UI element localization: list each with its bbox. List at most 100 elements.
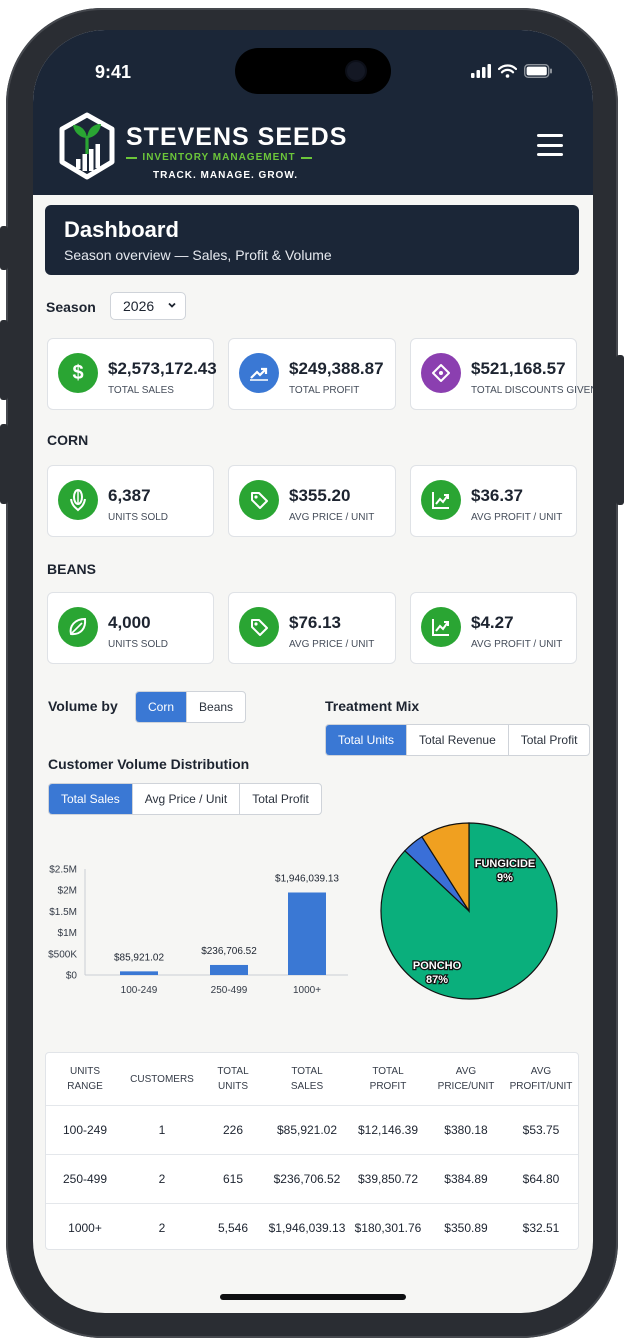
pie-slice-label: PONCHO	[413, 960, 462, 972]
corn-profit-card: $36.37 AVG PROFIT / UNIT	[410, 465, 577, 537]
table-header-cell: TOTAL UNITS	[200, 1064, 266, 1094]
table-cell: $85,921.02	[276, 1122, 338, 1137]
corn-units-caption: UNITS SOLD	[108, 512, 169, 523]
app-header: 9:41 STEVENS SEEDS INVENTORY MANAGEMENT …	[33, 30, 593, 195]
corn-profit-value: $36.37	[471, 486, 523, 505]
header-line: TOTAL	[217, 1066, 249, 1077]
table-cell: $180,301.76	[354, 1220, 422, 1235]
distribution-toggle: Total Sales Avg Price / Unit Total Profi…	[48, 783, 322, 815]
table-cell: $53.75	[522, 1122, 560, 1137]
brand-subtitle-text: INVENTORY MANAGEMENT	[142, 152, 296, 163]
volume-by-beans-button[interactable]: Beans	[199, 700, 234, 714]
corn-icon	[58, 480, 98, 520]
table-cell: $236,706.52	[273, 1171, 341, 1186]
page-subtitle: Season overview — Sales, Profit & Volume	[64, 247, 332, 263]
table-header-cell: CUSTOMERS	[124, 1072, 200, 1087]
hamburger-menu-icon[interactable]	[537, 134, 563, 156]
beans-price-value: $76.13	[289, 613, 341, 632]
header-line: UNITS	[70, 1066, 100, 1077]
volume-down-button	[0, 424, 8, 504]
table-row: 100-249 1 226 $85,921.02 $12,146.39 $380.18 $5…	[46, 1105, 578, 1154]
chevron-down-icon	[168, 302, 176, 308]
y-tick-label: $1M	[58, 928, 77, 939]
y-tick-label: $0	[66, 971, 78, 982]
table-cell: 100-249	[62, 1122, 108, 1137]
table-header-cell: AVG PRICE/UNIT	[428, 1064, 504, 1094]
table-row: 1000+ 2 5,546 $1,946,039.13 $180,301.76 $350.…	[46, 1203, 578, 1252]
header-line: PRICE/UNIT	[437, 1081, 495, 1092]
table-cell: 1	[158, 1122, 166, 1137]
header-line: UNITS	[218, 1081, 248, 1092]
seedling-logo-icon	[59, 112, 115, 180]
bar[interactable]	[210, 964, 248, 975]
table-cell: 1000+	[68, 1220, 102, 1235]
x-tick-label: 250-499	[211, 985, 248, 996]
corn-units-value: 6,387	[108, 486, 151, 505]
total-profit-caption: TOTAL PROFIT	[289, 385, 360, 396]
season-select[interactable]: 2026	[110, 292, 186, 320]
total-profit-card: $249,388.87 TOTAL PROFIT	[228, 338, 396, 410]
table-cell: $380.18	[444, 1122, 488, 1137]
x-tick-label: 100-249	[121, 985, 158, 996]
header-line: PROFIT	[369, 1081, 407, 1092]
distribution-avg-price-button[interactable]: Avg Price / Unit	[133, 784, 241, 814]
status-icons	[471, 64, 553, 78]
distribution-total-sales-button[interactable]: Total Sales	[49, 784, 133, 814]
bean-icon	[58, 607, 98, 647]
header-line: AVG	[455, 1066, 477, 1077]
treatment-total-revenue-button[interactable]: Total Revenue	[407, 725, 509, 755]
price-tag-icon	[239, 607, 279, 647]
table-cell: 2	[158, 1171, 166, 1186]
dashboard-header: Dashboard Season overview — Sales, Profi…	[45, 205, 579, 275]
table-row: 250-499 2 615 $236,706.52 $39,850.72 $384.89 $…	[46, 1154, 578, 1203]
beans-profit-value: $4.27	[471, 613, 514, 632]
beans-section-title: BEANS	[47, 561, 97, 577]
beans-profit-caption: AVG PROFIT / UNIT	[471, 639, 563, 650]
header-line: CUSTOMERS	[130, 1073, 194, 1085]
y-tick-label: $1.5M	[49, 907, 77, 918]
bar[interactable]	[120, 971, 158, 975]
phone-screen: 9:41 STEVENS SEEDS INVENTORY MANAGEMENT …	[33, 30, 593, 1313]
table-cell: $12,146.39	[357, 1122, 419, 1137]
mute-switch	[0, 226, 8, 270]
distribution-label: Customer Volume Distribution	[48, 756, 250, 772]
treatment-total-units-button[interactable]: Total Units	[326, 725, 408, 755]
brand-subtitle: INVENTORY MANAGEMENT	[126, 152, 313, 163]
header-line: PROFIT/UNIT	[509, 1081, 573, 1092]
treatment-mix-label: Treatment Mix	[325, 698, 420, 714]
beans-price-caption: AVG PRICE / UNIT	[289, 639, 375, 650]
chart-up-icon	[421, 607, 461, 647]
corn-units-card: 6,387 UNITS SOLD	[47, 465, 214, 537]
table-cell: $39,850.72	[357, 1171, 419, 1186]
header-line: TOTAL	[291, 1066, 323, 1077]
dashboard-content: Dashboard Season overview — Sales, Profi…	[33, 195, 593, 1313]
volume-up-button	[0, 320, 8, 400]
volume-distribution-table: UNITS RANGE CUSTOMERS TOTAL UNITS TOTAL SALES T…	[45, 1052, 579, 1250]
header-line: TOTAL	[372, 1066, 404, 1077]
table-cell: $350.89	[444, 1220, 488, 1235]
home-indicator[interactable]	[220, 1294, 406, 1300]
beans-profit-card: $4.27 AVG PROFIT / UNIT	[410, 592, 577, 664]
status-time: 9:41	[95, 62, 132, 82]
pie-slice[interactable]	[421, 822, 470, 914]
header-line: AVG	[530, 1066, 552, 1077]
cellular-signal-icon	[471, 64, 491, 78]
trend-up-icon	[239, 353, 279, 393]
total-profit-value: $249,388.87	[289, 359, 384, 378]
total-discounts-card: $521,168.57 TOTAL DISCOUNTS GIVEN	[410, 338, 593, 410]
page-title: Dashboard	[64, 217, 179, 242]
volume-by-label: Volume by	[48, 698, 118, 714]
volume-by-corn-button[interactable]: Corn	[136, 692, 188, 722]
beans-price-card: $76.13 AVG PRICE / UNIT	[228, 592, 396, 664]
table-cell: $32.51	[522, 1220, 560, 1235]
bar[interactable]	[288, 892, 326, 975]
beans-units-card: 4,000 UNITS SOLD	[47, 592, 214, 664]
treatment-mix-pie-chart: PONCHO 87% FUNGICIDE 9%	[380, 822, 558, 1000]
treatment-total-profit-button[interactable]: Total Profit	[520, 733, 578, 747]
pie-slice-percent: 9%	[497, 872, 513, 884]
customer-volume-bar-chart: $0 $500K $1M $1.5M $2M $2.5M $85,921.02 100-249…	[48, 865, 348, 996]
distribution-total-profit-button[interactable]: Total Profit	[252, 792, 309, 806]
season-value: 2026	[123, 298, 155, 314]
power-button	[616, 355, 624, 505]
table-cell: 2	[158, 1220, 166, 1235]
